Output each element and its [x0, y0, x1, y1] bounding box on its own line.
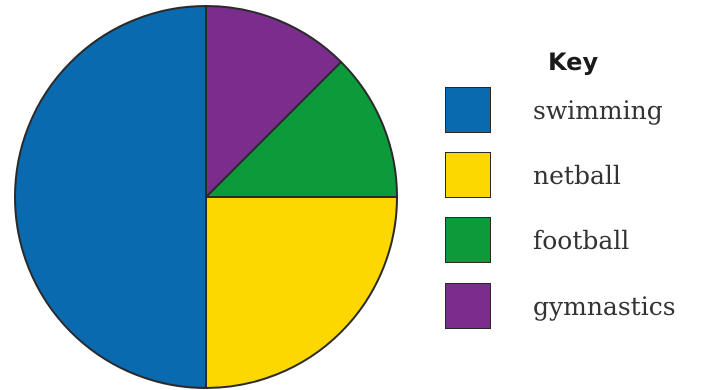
legend-title: Key	[548, 48, 599, 76]
legend-label-swimming: swimming	[533, 95, 663, 125]
legend-swatch-swimming	[445, 87, 491, 133]
legend-label-netball: netball	[533, 160, 621, 190]
legend-item-swimming: swimming	[445, 86, 663, 134]
legend-swatch-football	[445, 217, 491, 263]
pie-slices	[14, 5, 398, 389]
pie-slice-netball	[205, 196, 398, 389]
legend-swatch-gymnastics	[445, 283, 491, 329]
pie-slice-gymnastics	[205, 5, 343, 198]
legend-label-football: football	[533, 225, 630, 255]
pie-slice-football	[205, 60, 398, 198]
legend-label-gymnastics: gymnastics	[533, 291, 676, 321]
legend-item-gymnastics: gymnastics	[445, 282, 676, 330]
legend-item-football: football	[445, 216, 629, 264]
legend-item-netball: netball	[445, 151, 621, 199]
legend-swatch-netball	[445, 152, 491, 198]
pie-slice-swimming	[14, 5, 207, 389]
